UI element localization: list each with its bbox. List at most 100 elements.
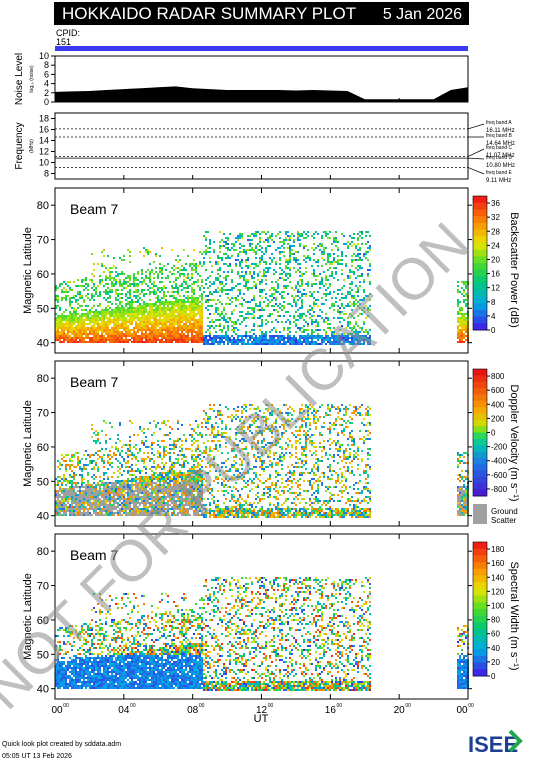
heatmap-cell [465,303,467,305]
heatmap-cell [89,321,91,323]
heatmap-cell [139,309,141,311]
heatmap-cell [119,307,121,309]
frequency-band-value: 9.11 MHz [486,178,511,184]
heatmap-cell [177,341,179,343]
heatmap-cell [115,512,117,514]
heatmap-cell [149,311,151,313]
heatmap-cell [93,508,95,510]
heatmap-cell [313,253,315,255]
heatmap-cell [261,339,263,341]
heatmap-cell [155,331,157,333]
heatmap-cell [161,514,163,516]
heatmap-cell [359,337,361,339]
heatmap-cell [259,301,261,303]
heatmap-cell [123,488,125,490]
heatmap-cell [353,317,355,319]
heatmap-cell [111,500,113,502]
heatmap-cell [253,317,255,319]
heatmap-cell [105,283,107,285]
heatmap-cell [103,309,105,311]
heatmap-cell [111,313,113,315]
heatmap-cell [103,462,105,464]
heatmap-cell [247,281,249,283]
heatmap-cell [329,339,331,341]
heatmap-cell [93,313,95,315]
heatmap-cell [217,341,219,343]
heatmap-cell [85,341,87,343]
colorbar-tick-label: 16 [491,270,500,279]
heatmap-cell [281,245,283,247]
heatmap-cell [361,337,363,339]
heatmap-cell [131,480,133,482]
heatmap-cell [139,341,141,343]
heatmap-cell [93,315,95,317]
heatmap-cell [301,313,303,315]
heatmap-cell [89,490,91,492]
heatmap-cell [163,452,165,454]
heatmap-cell [127,486,129,488]
heatmap-cell [465,331,467,333]
heatmap-cell [81,323,83,325]
heatmap-cell [177,307,179,309]
heatmap-cell [155,500,157,502]
heatmap-cell [153,289,155,291]
heatmap-cell [353,243,355,245]
heatmap-cell [115,315,117,317]
heatmap-cell [75,484,77,486]
heatmap-cell [79,339,81,341]
heatmap-cell [57,494,59,496]
heatmap-cell [251,313,253,315]
heatmap-cell [153,454,155,456]
heatmap-cell [293,317,295,319]
heatmap-cell [209,335,211,337]
heatmap-cell [365,295,367,297]
heatmap-cell [185,281,187,283]
heatmap-cell [303,293,305,295]
heatmap-cell [155,494,157,496]
heatmap-cell [309,341,311,343]
heatmap-cell [237,299,239,301]
heatmap-cell [323,247,325,249]
heatmap-cell [299,245,301,247]
heatmap-cell [73,311,75,313]
heatmap-cell [271,295,273,297]
heatmap-cell [179,321,181,323]
heatmap-cell [269,237,271,239]
heatmap-cell [193,297,195,299]
heatmap-cell [131,482,133,484]
heatmap-cell [247,341,249,343]
heatmap-cell [97,313,99,315]
heatmap-cell [65,480,67,482]
heatmap-cell [79,512,81,514]
heatmap-cell [301,283,303,285]
heatmap-cell [359,249,361,251]
heatmap-cell [341,259,343,261]
heatmap-cell [143,333,145,335]
heatmap-cell [179,341,181,343]
heatmap-cell [369,283,371,285]
heatmap-cell [349,323,351,325]
heatmap-cell [167,420,169,422]
heatmap-cell [129,480,131,482]
heatmap-cell [185,329,187,331]
heatmap-cell [243,339,245,341]
heatmap-cell [235,323,237,325]
heatmap-cell [123,283,125,285]
heatmap-cell [169,456,171,458]
heatmap-cell [87,464,89,466]
heatmap-cell [79,468,81,470]
heatmap-cell [329,275,331,277]
heatmap-cell [77,331,79,333]
heatmap-cell [339,337,341,339]
heatmap-cell [157,329,159,331]
heatmap-cell [115,267,117,269]
heatmap-cell [325,335,327,337]
heatmap-cell [157,305,159,307]
heatmap-cell [63,319,65,321]
heatmap-cell [139,498,141,500]
heatmap-cell [171,468,173,470]
heatmap-cell [131,283,133,285]
heatmap-cell [151,442,153,444]
heatmap-cell [129,494,131,496]
heatmap-cell [101,480,103,482]
